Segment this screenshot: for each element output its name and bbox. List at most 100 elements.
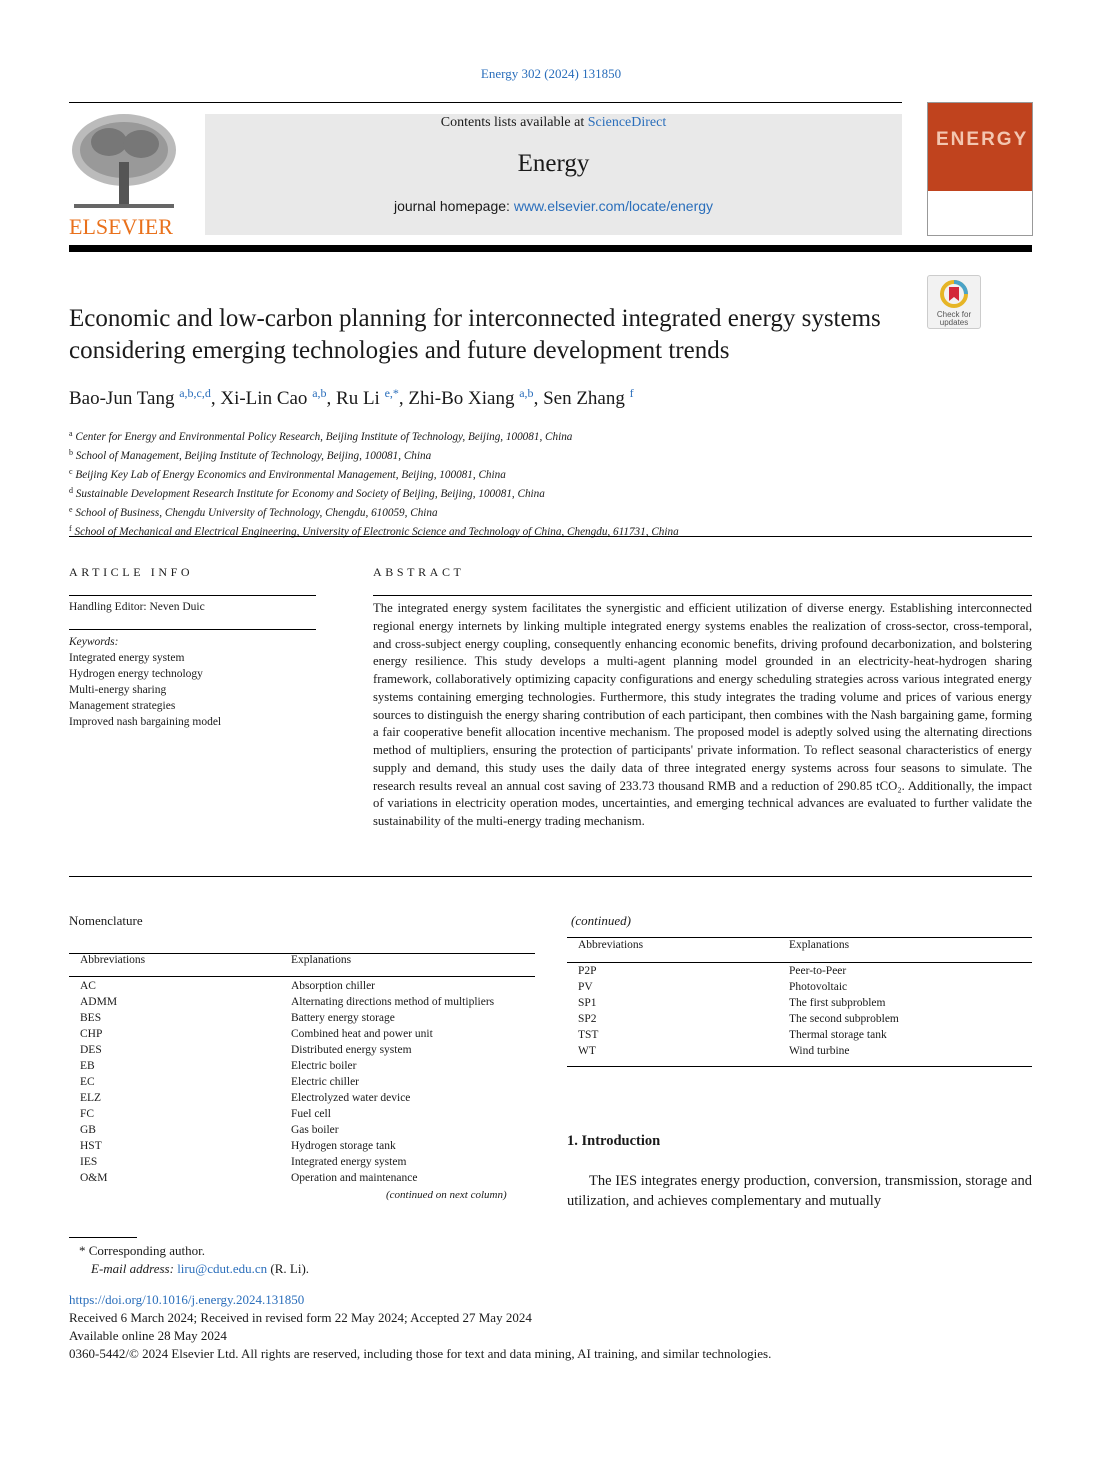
divider xyxy=(69,976,535,977)
divider xyxy=(69,953,535,954)
explanation-cell: Photovoltaic xyxy=(789,981,848,993)
sciencedirect-link[interactable]: ScienceDirect xyxy=(587,115,667,130)
divider xyxy=(69,595,316,596)
author-list: Bao-Jun Tang a,b,c,d, Xi-Lin Cao a,b, Ru… xyxy=(69,386,634,409)
check-updates-icon xyxy=(940,280,968,308)
table-row: EB Electric boiler xyxy=(80,1058,541,1074)
keyword: Multi-energy sharing xyxy=(69,684,167,696)
explanation-cell: Absorption chiller xyxy=(291,980,375,992)
affiliation: e School of Business, Chengdu University… xyxy=(69,505,438,519)
handling-editor: Handling Editor: Neven Duic xyxy=(69,601,205,613)
divider xyxy=(567,937,1032,938)
col-header-explanations: Explanations xyxy=(789,939,850,951)
journal-name: Energy xyxy=(517,150,590,177)
abbreviation-cell: EC xyxy=(80,1076,95,1088)
affiliation: d Sustainable Development Research Insti… xyxy=(69,486,545,500)
corresponding-footnote: * Corresponding author. xyxy=(79,1243,206,1258)
table-row: P2P Peer-to-Peer xyxy=(578,963,1039,979)
affiliations: a Center for Energy and Environmental Po… xyxy=(69,426,679,540)
affiliation: c Beijing Key Lab of Energy Economics an… xyxy=(69,467,506,481)
affiliation: a Center for Energy and Environmental Po… xyxy=(69,429,573,443)
abbreviation-cell: TST xyxy=(578,1029,599,1041)
homepage-label: journal homepage: xyxy=(393,198,514,214)
abbreviation-cell: ELZ xyxy=(80,1092,102,1104)
keyword: Integrated energy system xyxy=(69,652,185,664)
abbreviation-cell: EB xyxy=(80,1060,95,1072)
copyright: 0360-5442/© 2024 Elsevier Ltd. All right… xyxy=(69,1346,772,1361)
doi-link[interactable]: https://doi.org/10.1016/j.energy.2024.13… xyxy=(69,1292,305,1307)
explanation-cell: Electric chiller xyxy=(291,1076,360,1088)
table-row: DES Distributed energy system xyxy=(80,1042,541,1058)
check-for-updates-button[interactable]: Check for updates xyxy=(927,275,981,329)
elsevier-logo: ELSEVIER xyxy=(69,112,179,239)
header-bar xyxy=(69,245,1032,252)
abbreviation-cell: SP2 xyxy=(578,1013,597,1025)
explanation-cell: Battery energy storage xyxy=(291,1012,395,1024)
keywords: Keywords: Integrated energy system Hydro… xyxy=(69,634,221,730)
col-header-explanations: Explanations xyxy=(291,954,352,966)
author[interactable]: Sen Zhang f xyxy=(543,386,634,409)
table-row: SP1 The first subproblem xyxy=(578,995,1039,1011)
author[interactable]: Zhi-Bo Xiang a,b xyxy=(408,386,534,409)
keyword: Management strategies xyxy=(69,700,176,712)
table-row: GB Gas boiler xyxy=(80,1122,541,1138)
table-row: AC Absorption chiller xyxy=(80,978,541,994)
continued-note: (continued on next column) xyxy=(386,1189,507,1201)
divider xyxy=(69,629,316,630)
abbreviation-cell: WT xyxy=(578,1045,596,1057)
section-heading-introduction: 1. Introduction xyxy=(567,1133,661,1149)
abbreviation-cell: SP1 xyxy=(578,997,597,1009)
abbreviation-cell: IES xyxy=(80,1156,98,1168)
table-row: SP2 The second subproblem xyxy=(578,1011,1039,1027)
affiliation: f School of Mechanical and Electrical En… xyxy=(69,524,679,538)
table-row: BES Battery energy storage xyxy=(80,1010,541,1026)
table-row: ELZ Electrolyzed water device xyxy=(80,1090,541,1106)
table-row: WT Wind turbine xyxy=(578,1043,1039,1059)
article-title: Economic and low-carbon planning for int… xyxy=(69,305,881,364)
abbreviation-cell: HST xyxy=(80,1140,102,1152)
table-row: TST Thermal storage tank xyxy=(578,1027,1039,1043)
table-row: CHP Combined heat and power unit xyxy=(80,1026,541,1042)
affiliation: b School of Management, Beijing Institut… xyxy=(69,448,432,462)
contents-label: Contents lists available at xyxy=(440,115,588,130)
elsevier-tree-icon xyxy=(72,114,176,208)
keyword: Hydrogen energy technology xyxy=(69,668,203,680)
explanation-cell: Distributed energy system xyxy=(291,1044,412,1056)
author[interactable]: Ru Li e,* xyxy=(336,386,399,409)
journal-citation[interactable]: Energy 302 (2024) 131850 xyxy=(480,66,622,81)
col-header-abbreviations: Abbreviations xyxy=(80,954,146,966)
divider xyxy=(69,536,1032,537)
journal-cover: ENERGY xyxy=(927,102,1033,236)
abbreviation-cell: BES xyxy=(80,1012,102,1024)
explanation-cell: Integrated energy system xyxy=(291,1156,407,1168)
divider xyxy=(69,876,1032,877)
explanation-cell: Peer-to-Peer xyxy=(789,965,847,977)
nomenclature-table: AC Absorption chiller ADMM Alternating dire… xyxy=(80,978,541,1186)
table-row: FC Fuel cell xyxy=(80,1106,541,1122)
homepage-link[interactable]: www.elsevier.com/locate/energy xyxy=(513,198,714,214)
divider xyxy=(373,595,1032,596)
explanation-cell: Fuel cell xyxy=(291,1108,331,1120)
footnote-divider xyxy=(69,1237,137,1238)
introduction-text: The IES integrates energy production, co… xyxy=(567,1173,1032,1209)
table-row: PV Photovoltaic xyxy=(578,979,1039,995)
table-row: IES Integrated energy system xyxy=(80,1154,541,1170)
author[interactable]: Xi-Lin Cao a,b xyxy=(220,386,327,409)
abbreviation-cell: CHP xyxy=(80,1028,103,1040)
table-row: HST Hydrogen storage tank xyxy=(80,1138,541,1154)
continued-heading: (continued) xyxy=(571,913,631,928)
divider xyxy=(69,102,902,103)
explanation-cell: Electrolyzed water device xyxy=(291,1092,411,1104)
check-updates-label: Check for updates xyxy=(936,310,972,327)
explanation-cell: Thermal storage tank xyxy=(789,1029,887,1041)
author[interactable]: Bao-Jun Tang a,b,c,d xyxy=(69,386,211,409)
nomenclature-heading: Nomenclature xyxy=(69,913,143,928)
explanation-cell: Electric boiler xyxy=(291,1060,357,1072)
divider xyxy=(567,1066,1032,1067)
explanation-cell: Wind turbine xyxy=(789,1045,850,1057)
abbreviation-cell: AC xyxy=(80,980,96,992)
keyword: Improved nash bargaining model xyxy=(69,716,222,728)
email-link[interactable]: liru@cdut.edu.cn xyxy=(177,1261,268,1276)
explanation-cell: Alternating directions method of multipl… xyxy=(291,996,495,1008)
abbreviation-cell: ADMM xyxy=(80,996,118,1008)
